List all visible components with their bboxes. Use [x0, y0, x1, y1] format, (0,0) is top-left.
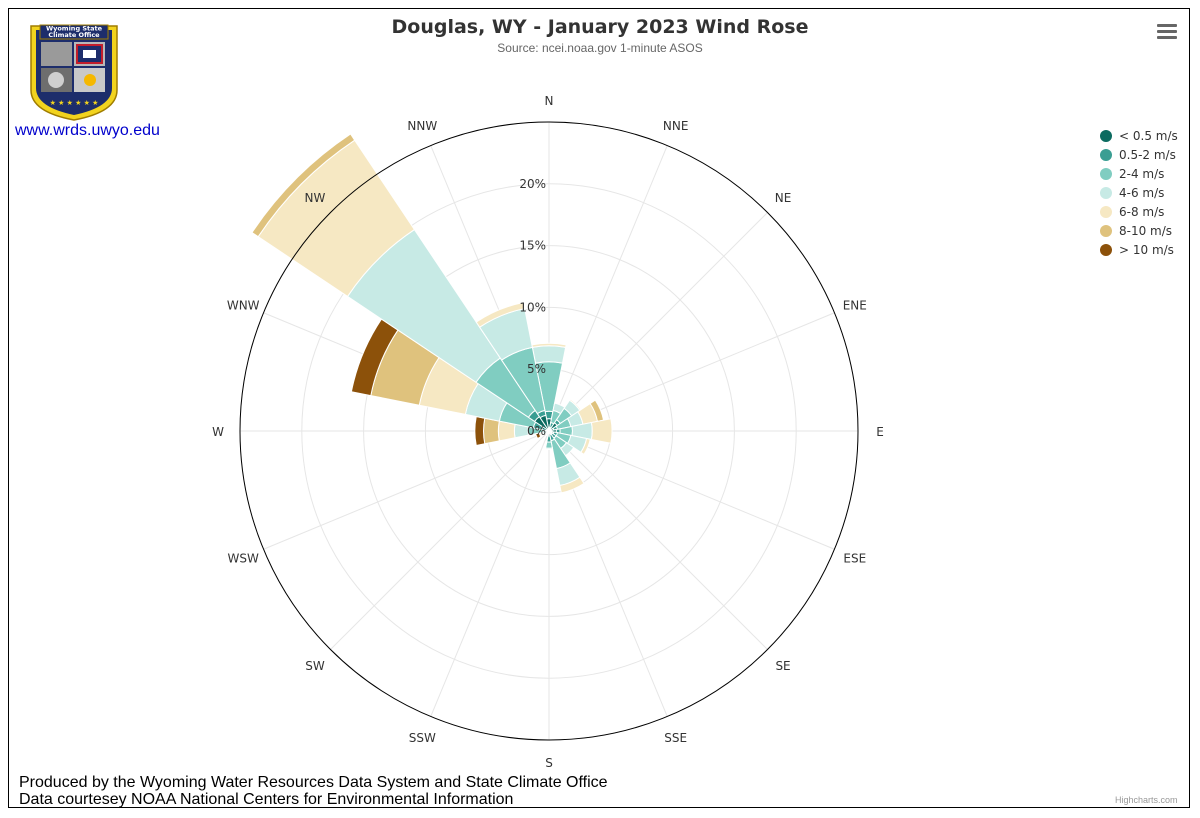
credits-line-1: Produced by the Wyoming Water Resources … [19, 774, 608, 791]
legend-label: 4-6 m/s [1119, 185, 1165, 200]
legend-label: 0.5-2 m/s [1119, 147, 1176, 162]
menu-icon [1157, 24, 1177, 27]
chart-title: Douglas, WY - January 2023 Wind Rose [391, 16, 809, 38]
logo-text-line1: Wyoming State [46, 25, 103, 33]
legend-label: 8-10 m/s [1119, 223, 1173, 238]
logo-text-line2: Climate Office [48, 31, 100, 39]
site-link[interactable]: www.wrds.uwyo.edu [15, 122, 160, 139]
legend-item[interactable]: > 10 m/s [1100, 240, 1178, 259]
legend-swatch [1100, 167, 1112, 180]
legend-item[interactable]: 4-6 m/s [1100, 183, 1178, 202]
credits-line-2: Data courtesey NOAA National Centers for… [19, 791, 514, 808]
legend-swatch [1100, 129, 1112, 142]
chart-subtitle: Source: ncei.noaa.gov 1-minute ASOS [497, 41, 703, 55]
legend-swatch [1100, 224, 1112, 237]
legend-swatch [1100, 205, 1112, 218]
legend-swatch [1100, 186, 1112, 199]
legend-item[interactable]: 6-8 m/s [1100, 202, 1178, 221]
svg-text:★ ★ ★ ★ ★ ★: ★ ★ ★ ★ ★ ★ [50, 99, 99, 107]
highcharts-credit[interactable]: Highcharts.com [1115, 795, 1178, 805]
legend-label: < 0.5 m/s [1119, 128, 1178, 143]
chart-legend: < 0.5 m/s 0.5-2 m/s 2-4 m/s 4-6 m/s 6-8 m/s 8… [1100, 126, 1178, 259]
legend-label: > 10 m/s [1119, 242, 1174, 257]
legend-item[interactable]: < 0.5 m/s [1100, 126, 1178, 145]
legend-item[interactable]: 0.5-2 m/s [1100, 145, 1178, 164]
legend-label: 2-4 m/s [1119, 166, 1165, 181]
legend-label: 6-8 m/s [1119, 204, 1165, 219]
chart-container [8, 8, 1190, 808]
legend-swatch [1100, 148, 1112, 161]
legend-swatch [1100, 243, 1112, 256]
wyoming-climate-office-logo: Wyoming State Climate Office ★ ★ ★ ★ ★ ★ [30, 24, 118, 121]
legend-item[interactable]: 2-4 m/s [1100, 164, 1178, 183]
chart-menu-button[interactable] [1157, 24, 1177, 42]
legend-item[interactable]: 8-10 m/s [1100, 221, 1178, 240]
